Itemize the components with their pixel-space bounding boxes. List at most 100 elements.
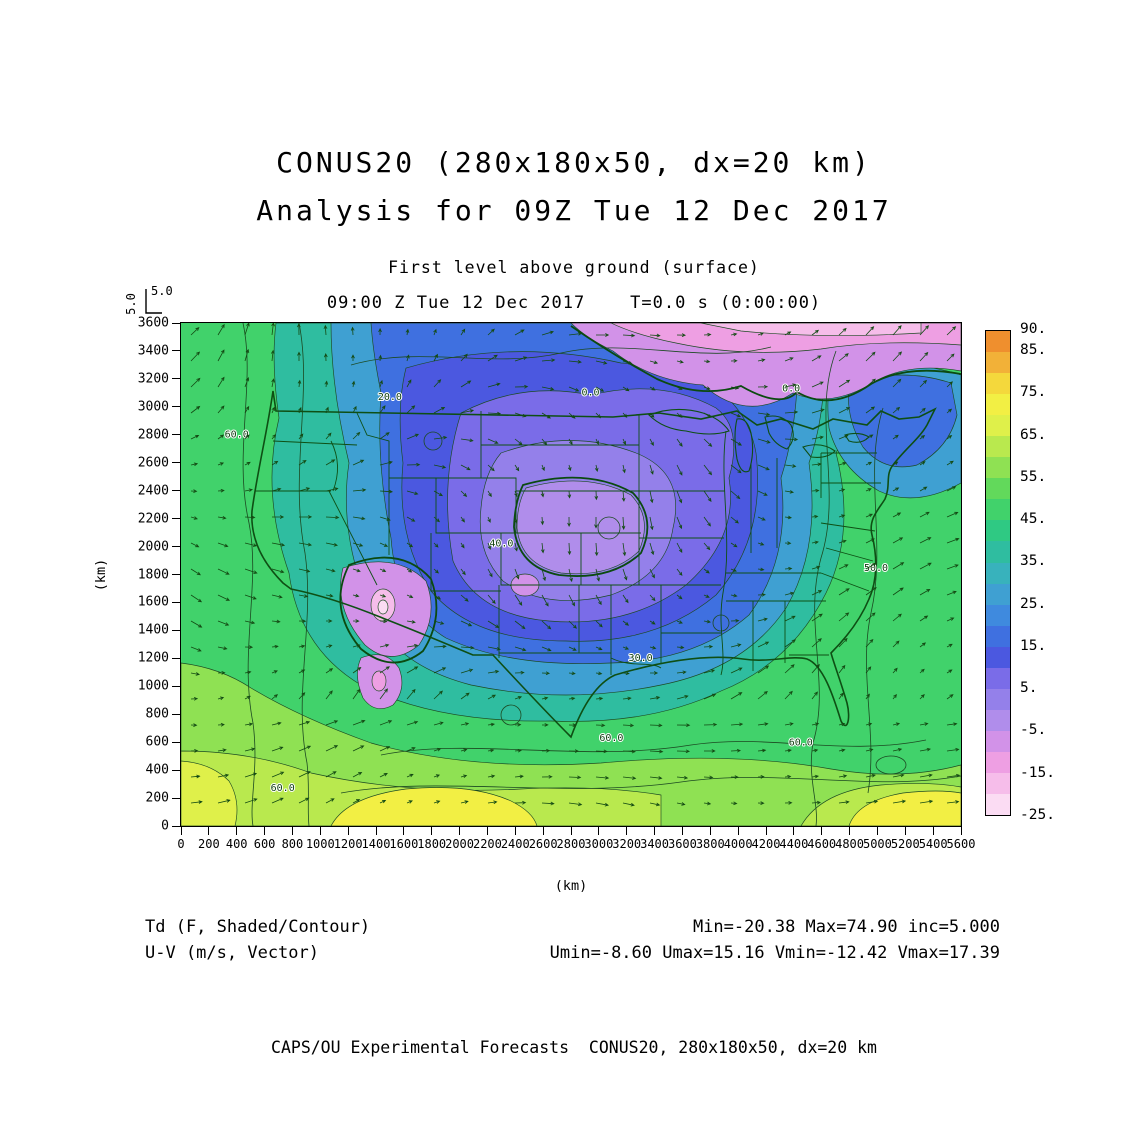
colorbar-segment — [986, 688, 1010, 710]
contour-value-label: 40.0 — [489, 539, 513, 550]
contour-value-label: 30.0 — [629, 653, 653, 664]
colorbar-tick-label: 5. — [1020, 680, 1038, 697]
colorbar-segment — [986, 562, 1010, 584]
x-tick-label: 3200 — [612, 837, 642, 851]
colorbar-segment — [986, 794, 1010, 816]
credit-footer: CAPS/OU Experimental Forecasts CONUS20, … — [271, 1038, 877, 1057]
vector-scale-legend: 5.0 5.0 — [114, 282, 198, 320]
contour-value-label: 60.0 — [789, 738, 813, 749]
y-tick-label: 1600 — [137, 594, 169, 610]
y-tick-label: 200 — [145, 790, 169, 806]
contour-value-label: 60.0 — [225, 430, 249, 441]
y-tick-label: 1200 — [137, 650, 169, 666]
colorbar-segment — [986, 541, 1010, 563]
colorbar — [985, 330, 1011, 816]
contour-labels: 60.0 20.0 0.0 0.0 40.0 30.0 50.0 60.0 60.0 60.0 — [224, 383, 889, 796]
x-tick-label: 1400 — [361, 837, 391, 851]
colorbar-segment — [986, 751, 1010, 773]
x-tick-label: 1600 — [389, 837, 419, 851]
colorbar-segment — [986, 667, 1010, 689]
colorbar-segment — [986, 772, 1010, 795]
contour-lines — [242, 323, 961, 826]
contour-value-label: 0.0 — [782, 384, 800, 395]
field-stats-line: Min=-20.38 Max=74.90 inc=5.000 — [692, 917, 1000, 937]
colorbar-tick-label: 90. — [1020, 321, 1047, 337]
x-tick-label: 5000 — [862, 837, 892, 851]
state-borders — [251, 390, 937, 739]
contour-value-label: 0.0 — [581, 388, 599, 399]
colorbar-segment — [986, 373, 1010, 395]
colorbar-segment — [986, 457, 1010, 479]
x-tick-label: 400 — [225, 837, 248, 851]
dewpoint-analysis-map: 60.0 20.0 0.0 0.0 40.0 30.0 50.0 60.0 60.0 60.0 — [181, 323, 961, 826]
colorbar-tick-label: -15. — [1020, 764, 1055, 781]
y-tick-label: 1800 — [137, 567, 169, 582]
x-tick-label: 2000 — [445, 837, 475, 851]
colorbar-tick-label: 65. — [1020, 426, 1047, 443]
x-tick-label: 4400 — [779, 837, 809, 851]
level-caption: First level above ground (surface) — [388, 258, 760, 277]
contour-value-label: 50.0 — [864, 563, 888, 574]
colorbar-segment — [986, 352, 1010, 374]
colorbar-tick-label: 45. — [1020, 511, 1047, 528]
x-tick-label: 4800 — [835, 837, 865, 851]
y-axis-label: (km) — [93, 558, 109, 591]
colorbar-segment — [986, 730, 1010, 752]
colorbar-segment — [986, 625, 1010, 647]
x-tick-label: 5400 — [918, 837, 948, 851]
y-tick-label: 3600 — [137, 315, 169, 331]
vector-scale-u-label: 5.0 — [151, 284, 173, 298]
colorbar-segment — [986, 436, 1010, 458]
page-subtitle: Analysis for 09Z Tue 12 Dec 2017 — [256, 194, 892, 227]
y-tick-label: 1400 — [137, 622, 169, 638]
colorbar-tick-label: 35. — [1020, 553, 1047, 570]
colorbar-segment — [986, 478, 1010, 500]
colorbar-labels: 90. 85. 75. 65. 55. 45. 35. 25. 15. 5. -5. -15. -25. — [1020, 321, 1090, 823]
colorbar-segment — [986, 415, 1010, 437]
x-tick-label: 2800 — [556, 837, 586, 851]
y-tick-label: 2800 — [137, 427, 169, 443]
x-tick-label: 2600 — [528, 837, 558, 851]
x-tick-label: 0 — [177, 837, 185, 851]
colorbar-tick-label: 55. — [1020, 468, 1047, 485]
colorbar-tick-label: 15. — [1020, 637, 1047, 654]
y-tick-label: 2200 — [137, 511, 169, 527]
colorbar-segment — [986, 646, 1010, 668]
x-tick-label: 4000 — [723, 837, 753, 851]
vector-stats-line: Umin=-8.60 Umax=15.16 Vmin=-12.42 Vmax=1… — [549, 943, 1000, 963]
wind-vectors — [190, 323, 961, 807]
y-tick-label: 3000 — [137, 399, 169, 415]
y-tick-label: 600 — [145, 734, 169, 750]
wind-vector-arrows — [190, 323, 961, 807]
vector-scale-v-label: 5.0 — [124, 293, 138, 315]
colorbar-segment — [986, 583, 1010, 605]
colorbar-segment — [986, 394, 1010, 416]
x-axis-label: (km) — [554, 878, 588, 894]
y-tick-label: 1000 — [137, 678, 169, 694]
x-tick-label: 1200 — [333, 837, 363, 851]
colorbar-segment — [986, 520, 1010, 542]
colorbar-segments — [986, 331, 1010, 816]
colorbar-tick-label: 25. — [1020, 595, 1047, 612]
x-tick-label: 3400 — [640, 837, 670, 851]
x-tick-label: 4200 — [751, 837, 781, 851]
colorbar-tick-label: -25. — [1020, 807, 1055, 823]
x-tick-label: 600 — [253, 837, 276, 851]
x-tick-label: 3600 — [667, 837, 697, 851]
y-tick-label: 800 — [145, 706, 169, 722]
colorbar-tick-label: 75. — [1020, 384, 1047, 401]
x-tick-label: 4600 — [807, 837, 837, 851]
colorbar-tick-label: 85. — [1020, 342, 1047, 359]
colorbar-segment — [986, 331, 1010, 353]
vector-scale-mark: 5.0 5.0 — [124, 284, 173, 315]
x-tick-label: 200 — [198, 837, 220, 851]
x-tick-label: 1800 — [417, 837, 447, 851]
colorbar-segment — [986, 709, 1010, 731]
valid-time-caption: 09:00 Z Tue 12 Dec 2017 T=0.0 s (0:00:00… — [326, 293, 822, 313]
x-tick-label: 2400 — [500, 837, 530, 851]
y-tick-label: 2400 — [137, 483, 169, 499]
x-tick-label: 3000 — [584, 837, 614, 851]
shaded-field-layers — [181, 323, 961, 826]
colorbar-segment — [986, 499, 1010, 521]
